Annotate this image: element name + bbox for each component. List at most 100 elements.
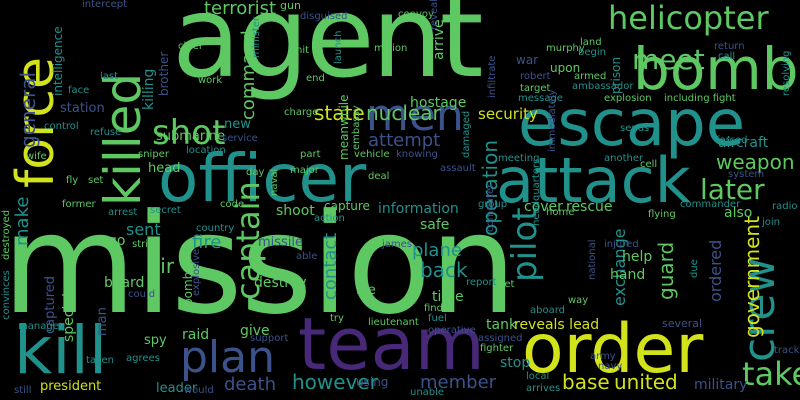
word-flying: flying [648,209,676,220]
word-head: head [148,161,181,176]
word-fly: fly [66,175,79,186]
word-plan: plan [180,332,276,383]
word-radio: radio [772,201,798,212]
word-time: time [432,289,464,305]
word-rescue: rescue [566,199,613,215]
word-cell: cell [640,159,658,170]
word-explosion: explosion [604,93,652,104]
word-embassy: embassy [351,105,362,150]
word-assault: assault [440,163,476,174]
word-face: face [68,85,90,96]
word-manages: manages [18,321,65,332]
word-vehicle: vehicle [354,149,390,160]
word-revealed: revealed [429,0,440,30]
word-weapon: weapon [716,150,795,174]
word-military: military [694,377,748,393]
word-code: code [220,199,245,210]
word-convinces: convinces [1,270,12,320]
word-arrives: arrives [526,383,561,394]
word-message: message [518,93,563,104]
word-james: james [382,239,413,250]
word-major: major [290,165,319,176]
word-lieutenant: lieutenant [368,317,419,328]
word-infiltrate: infiltrate [487,55,498,98]
word-try: try [330,313,344,324]
word-get: get [498,279,515,290]
word-u: u [112,286,124,307]
word-ordered: ordered [706,239,725,302]
word-robert: robert [520,71,551,82]
word-minister: minister [251,16,262,58]
word-submarine: submarine [156,129,226,144]
word-resolving: resolving [781,50,792,96]
word-shoot: shoot [276,203,315,219]
word-sends: sends [620,123,650,134]
word-president: president [40,379,102,394]
word-service: service [222,133,258,144]
word-due: due [689,259,700,278]
word-agrees: agrees [126,353,160,364]
word-officer: officer [158,140,367,217]
word-home: home [546,207,575,218]
word-air: air [148,254,175,278]
word-destroy: destroy [254,275,307,291]
word-knowing: knowing [396,149,438,160]
word-contact: contact [320,232,341,300]
word-charge: charge [284,107,319,118]
word-take: take [742,355,800,393]
word-find: find [424,303,443,314]
word-raid: raid [182,327,210,343]
word-wife: wife [26,151,47,162]
word-army: army [590,351,616,362]
word-land: land [580,37,602,48]
word-headquarters: headquarters [531,158,542,226]
word-national: national [587,239,598,280]
word-aircraft: aircraft [718,135,769,151]
word-arrest: arrest [108,207,138,218]
word-back: back [420,258,468,282]
word-work: work [198,75,223,86]
word-injured: injured [604,239,639,250]
word-member: member [420,372,497,393]
word-nuclear: nuclear [366,101,441,125]
word-refuse: refuse [90,127,122,138]
word-attack: attack [496,144,691,217]
word-intelligence: intelligence [51,26,65,96]
word-war: war [516,53,539,67]
word-aboard: aboard [530,305,566,316]
word-several: several [662,317,703,330]
word-group: group [478,199,508,210]
word-reveals-lead: reveals lead [514,317,600,333]
word-plane: plane [412,240,462,261]
word-safe: safe [420,217,450,233]
word-begin: begin [578,47,606,58]
word-secret: secret [150,205,181,216]
word-government: government [740,216,764,338]
word-fighter: fighter [480,343,514,354]
word-track: track [774,345,800,356]
word-part: part [300,149,321,160]
word-stop: stop [500,355,531,371]
word-destroyed: destroyed [1,209,12,260]
word-chief: chief [178,41,203,52]
word-deal: deal [368,171,390,182]
word-sniper: sniper [138,149,169,160]
word-report: report [466,277,497,288]
word-intercept: intercept [82,0,127,10]
word-computer: computer [485,183,496,232]
word-later: later [700,173,765,206]
word-million: million [374,43,408,54]
word-including-fight: including fight [664,93,736,104]
word-hand: hand [610,267,646,283]
word-mission: mission [2,184,517,345]
word-men: men [366,90,464,141]
word-escape: escape [518,87,746,161]
word-could: could [128,289,156,300]
word-damaged: damaged [461,110,472,158]
word-former: former [62,199,96,210]
word-agent: agent [172,0,484,103]
word-forced: forced [716,135,748,146]
word-information: information [378,201,459,217]
word-unable: unable [410,387,445,398]
word-team: team [298,302,485,386]
